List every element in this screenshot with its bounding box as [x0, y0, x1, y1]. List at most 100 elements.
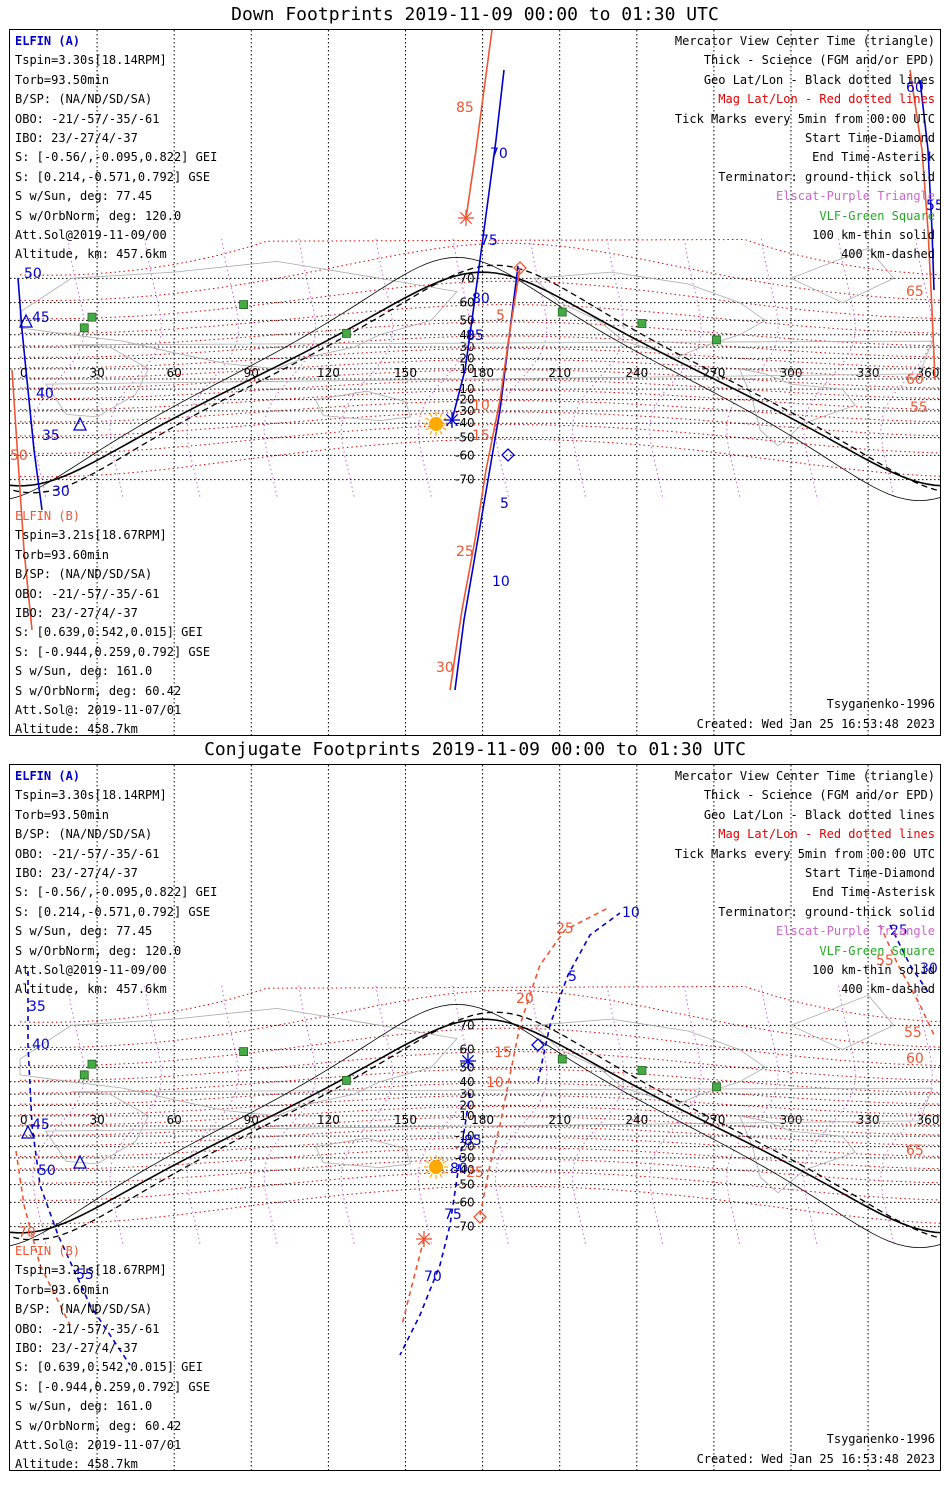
- elfin-b-trace: [465, 30, 493, 219]
- elfin-a-trace: [451, 69, 505, 421]
- legend-item: Geo Lat/Lon - Black dotted lines: [703, 72, 935, 87]
- end-asterisk-marker: [417, 1232, 431, 1246]
- elfin-b-info-line: S w/Sun, deg: 161.0: [15, 1399, 153, 1414]
- created-label: Created: Wed Jan 25 16:53:48 2023: [696, 1452, 935, 1466]
- elfin-a-info-line: Att.Sol@2019-11-09/00: [15, 963, 167, 978]
- tick-time-label: 55: [76, 1267, 94, 1283]
- elfin-b-info-line: Torb=93.60min: [15, 547, 109, 562]
- elfin-a-info-line: S w/Sun, deg: 77.45: [15, 924, 153, 939]
- tick-time-label: 55: [876, 953, 894, 969]
- lat-tick-label: -20: [455, 1140, 475, 1154]
- lat-tick-label: -10: [455, 1129, 475, 1143]
- terminator-line: [10, 1018, 940, 1234]
- tick-time-label: 75: [480, 233, 498, 249]
- legend: Mercator View Center Time (triangle) Thic…: [675, 767, 935, 1000]
- elfin-a-info-line: S w/OrbNorm, deg: 120.0: [15, 208, 182, 223]
- elfin-b-trace: [15, 1150, 71, 1326]
- lat-tick-label: -50: [455, 431, 475, 445]
- mag-lon-line: [803, 237, 856, 497]
- tick-time-label: 35: [28, 999, 46, 1015]
- coastline: [533, 271, 767, 359]
- vlf-station-marker: [557, 1054, 567, 1064]
- sun-ray: [439, 413, 443, 418]
- elfin-a-info-line: IBO: 23/-27/4/-37: [15, 131, 138, 146]
- elfin-b-label: ELFIN (B): [15, 509, 81, 523]
- map-layer: 0 30 60 90 120 150 180 210 240 270 300 330 360706050…: [10, 765, 940, 1470]
- tick-time-label: 45: [32, 310, 50, 326]
- lon-tick-label: 60: [167, 366, 182, 380]
- coastline: [533, 1018, 767, 1106]
- elfin-b-info-line: Att.Sol@: 2019-11-07/01: [15, 1438, 182, 1453]
- sun-ray: [442, 417, 447, 421]
- sun-icon: [429, 1160, 443, 1174]
- vlf-station-marker: [712, 1082, 721, 1092]
- lat-tick-label: -50: [455, 1178, 475, 1192]
- elfin-a-info-line: Att.Sol@2019-11-09/00: [15, 228, 167, 243]
- tick-time-label: 60: [906, 372, 924, 388]
- elfin-a-trace: [537, 912, 621, 1082]
- tick-time-label: 20: [516, 991, 534, 1007]
- mag-lat-line: [19, 347, 940, 369]
- elfin-a-info-line: S: [0.214,-0.571,0.792] GSE: [15, 904, 211, 919]
- legend-item: End Time-Asterisk: [812, 150, 935, 165]
- legend-item: Geo Lat/Lon - Black dotted lines: [703, 807, 935, 822]
- legend-item: Thick - Science (FGM and/or EPD): [703, 788, 935, 803]
- elfin-b-info-line: Att.Sol@: 2019-11-07/01: [15, 703, 182, 718]
- elfin-b-info-line: Torb=93.60min: [15, 1282, 109, 1297]
- mag-lat-line: [19, 1116, 940, 1136]
- elfin-b-label: ELFIN (B): [15, 1244, 81, 1258]
- elfin-a-info-line: Torb=93.50min: [15, 72, 109, 87]
- coastline: [19, 1007, 458, 1117]
- elfin-a-trace: [27, 971, 131, 1366]
- sun-ray: [439, 1173, 443, 1178]
- tick-time-label: 10: [486, 1075, 504, 1091]
- lon-tick-label: 120: [317, 366, 340, 380]
- tick-time-label: 5: [568, 969, 577, 985]
- start-diamond-marker: [473, 1210, 487, 1224]
- sun-ray: [429, 430, 433, 435]
- lon-tick-label: 150: [394, 1113, 417, 1127]
- tick-time-label: 65: [906, 284, 924, 300]
- vlf-station-marker: [79, 1070, 89, 1080]
- down-footprints-map: 0 30 60 90 120 150 180 210 240 270 300 330 360 70 60 50…: [9, 29, 941, 736]
- model-label: Tsyganenko-1996: [826, 1432, 935, 1446]
- center-triangle-marker: [72, 416, 88, 431]
- tick-time-label: 25: [556, 921, 574, 937]
- center-triangle-marker: [20, 1124, 36, 1139]
- sun-ray: [439, 1156, 443, 1161]
- conjugate-footprints-map: 0 30 60 90 120 150 180 210 240 270 300 330 360 70 60 50…: [9, 764, 941, 1471]
- lat-tick-label: 60: [459, 1043, 474, 1057]
- lat-tick-label: -60: [455, 448, 475, 462]
- tick-time-label: 15: [472, 428, 490, 444]
- map-canvas: 0 30 60 90 120 150 180 210 240 270 300 330 360706050…: [10, 30, 940, 735]
- vlf-station-marker: [637, 1066, 647, 1075]
- created-label: Created: Wed Jan 25 16:53:48 2023: [696, 717, 935, 731]
- sun-ray: [429, 413, 433, 418]
- vlf-station-marker: [341, 1076, 351, 1085]
- sun-icon: [429, 417, 443, 431]
- tick-time-label: 5: [496, 308, 505, 324]
- lon-tick-label: 150: [394, 366, 417, 380]
- elfin-b-trace: [909, 69, 936, 381]
- legend-item: Mag Lat/Lon - Red dotted lines: [718, 92, 935, 107]
- elfin-a-trace: [399, 1092, 471, 1356]
- tick-time-label: 70: [490, 146, 508, 162]
- lat-tick-label: -20: [455, 393, 475, 407]
- center-triangle-marker: [72, 1154, 88, 1169]
- elfin-b-info-line: IBO: 23/-27/4/-37: [15, 606, 138, 621]
- elfin-a-info-line: S w/OrbNorm, deg: 120.0: [15, 943, 182, 958]
- elfin-b-info-line: S w/Sun, deg: 161.0: [15, 664, 153, 679]
- elfin-a-info-line: S w/Sun, deg: 77.45: [15, 189, 153, 204]
- elfin-a-info-line: OBO: -21/-57/-35/-61: [15, 111, 160, 126]
- elfin-b-info: ELFIN (B) Tspin=3.21s[18.67RPM] Torb=93.6…: [15, 507, 210, 735]
- lon-tick-label: 360: [917, 1113, 940, 1127]
- legend-item: Elscat-Purple Triangle: [776, 189, 935, 204]
- tick-time-label: 10: [472, 398, 490, 414]
- elfin-a-label: ELFIN (A): [15, 34, 81, 48]
- lon-tick-label: 30: [89, 366, 104, 380]
- mag-lon-line: [571, 984, 625, 1244]
- tick-time-label: 25: [466, 1165, 484, 1181]
- lat-tick-label: -40: [455, 1163, 475, 1177]
- lon-tick-label: 0: [20, 366, 28, 380]
- end-asterisk-marker: [445, 413, 459, 427]
